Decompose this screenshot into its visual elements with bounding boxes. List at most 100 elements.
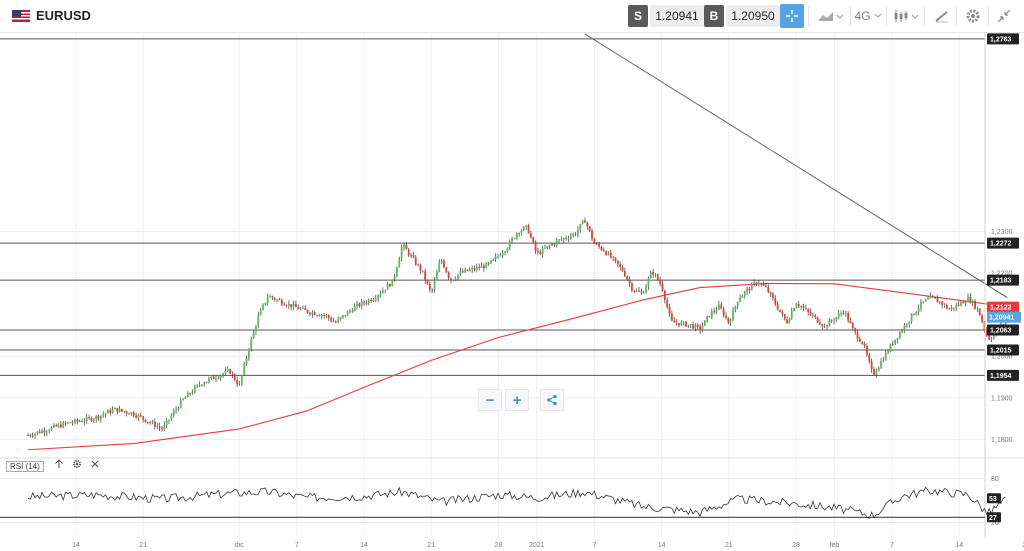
- candle-body: [525, 225, 528, 227]
- chart-type-button[interactable]: [892, 4, 922, 28]
- candle-body: [440, 260, 443, 263]
- candle-body: [175, 409, 177, 412]
- candlestick-icon: [894, 10, 919, 22]
- chevron-down-icon: [874, 13, 881, 18]
- candle-body: [367, 299, 370, 304]
- candle-body: [847, 312, 850, 321]
- candle-body: [967, 296, 969, 303]
- candle-body: [99, 415, 102, 419]
- rsi-collapse-button[interactable]: [54, 459, 64, 472]
- candle-body: [144, 419, 147, 423]
- candle-body: [945, 304, 948, 309]
- candle-body: [43, 430, 46, 433]
- candle-body: [870, 361, 873, 370]
- candle-body: [884, 352, 887, 361]
- candle-body: [830, 320, 833, 322]
- rsi-settings-button[interactable]: [72, 459, 82, 472]
- candle-body: [480, 265, 483, 269]
- zoom-out-button[interactable]: −: [478, 389, 502, 411]
- candle-body: [809, 311, 812, 315]
- candle-body: [593, 238, 596, 244]
- level-tag: [987, 344, 1019, 356]
- timeframe-button[interactable]: 4G: [854, 4, 882, 28]
- candle-body: [257, 315, 260, 327]
- candle-body: [67, 422, 69, 424]
- candle-body: [457, 274, 459, 279]
- level-tag-label: 1,2015: [990, 347, 1012, 354]
- candle-body: [386, 284, 389, 290]
- candle-body: [981, 315, 983, 322]
- candle-body: [854, 328, 857, 333]
- share-button[interactable]: [540, 389, 564, 411]
- zoom-in-button[interactable]: +: [505, 389, 529, 411]
- time-tick-label: 28: [495, 542, 503, 549]
- candle-body: [985, 329, 988, 336]
- candle-body: [675, 322, 678, 324]
- moving-average: [27, 282, 1008, 451]
- candle-body: [732, 309, 734, 321]
- candle-body: [466, 269, 469, 271]
- sell-price[interactable]: 1.20941: [650, 5, 704, 27]
- candle-body: [351, 310, 354, 312]
- candle-body: [515, 233, 518, 239]
- candle-body: [459, 271, 462, 275]
- fullscreen-button[interactable]: [994, 4, 1014, 28]
- candle-body: [306, 309, 309, 313]
- buy-price[interactable]: 1.20950: [726, 5, 780, 27]
- indicators-button[interactable]: [814, 4, 846, 28]
- candle-body: [708, 316, 711, 317]
- buy-label[interactable]: B: [704, 5, 724, 27]
- candle-body: [673, 320, 676, 323]
- candle-body: [344, 315, 347, 317]
- candle-body: [835, 317, 838, 321]
- candle-body: [492, 258, 495, 261]
- candle-body: [285, 305, 288, 307]
- crosshair-button[interactable]: [780, 4, 804, 28]
- candle-body: [734, 306, 737, 310]
- candle-body: [490, 260, 492, 264]
- candle-body: [861, 341, 864, 344]
- candle-body: [45, 431, 48, 433]
- time-tick-label: 7: [295, 542, 299, 549]
- candle-body: [400, 247, 403, 259]
- candle-body: [511, 238, 513, 242]
- candle-body: [499, 255, 502, 257]
- candle-body: [668, 306, 671, 314]
- candle-body: [233, 374, 236, 381]
- candle-body: [833, 320, 835, 322]
- rsi-close-button[interactable]: [90, 459, 100, 472]
- candle-body: [969, 296, 972, 303]
- candle-body: [283, 304, 286, 306]
- candle-body: [976, 308, 979, 310]
- candle-body: [722, 308, 725, 316]
- candle-body: [485, 263, 488, 269]
- candle-body: [924, 299, 927, 302]
- candle-body: [840, 313, 842, 314]
- candle-body: [255, 326, 257, 332]
- candle-body: [158, 426, 161, 428]
- candle-body: [551, 244, 553, 246]
- candle-body: [353, 306, 356, 312]
- candle-body: [461, 271, 464, 273]
- candle-body: [193, 386, 196, 393]
- candle-body: [746, 288, 748, 292]
- settings-button[interactable]: [962, 4, 984, 28]
- trendline: [584, 33, 1008, 298]
- candle-body: [990, 338, 993, 340]
- candle-body: [898, 332, 901, 339]
- candle-body: [821, 324, 824, 327]
- time-tick-label: 21: [1023, 542, 1024, 549]
- toolbar-divider: [886, 6, 887, 26]
- candle-body: [859, 338, 861, 342]
- candle-body: [960, 302, 962, 306]
- draw-tools-button[interactable]: [930, 4, 954, 28]
- sell-label[interactable]: S: [628, 5, 648, 27]
- gear-icon: [72, 459, 82, 469]
- candle-body: [424, 271, 427, 281]
- candle-body: [877, 367, 880, 372]
- candle-body: [186, 393, 189, 398]
- candle-body: [943, 304, 946, 306]
- candle-body: [215, 378, 217, 380]
- candle-body: [804, 308, 807, 310]
